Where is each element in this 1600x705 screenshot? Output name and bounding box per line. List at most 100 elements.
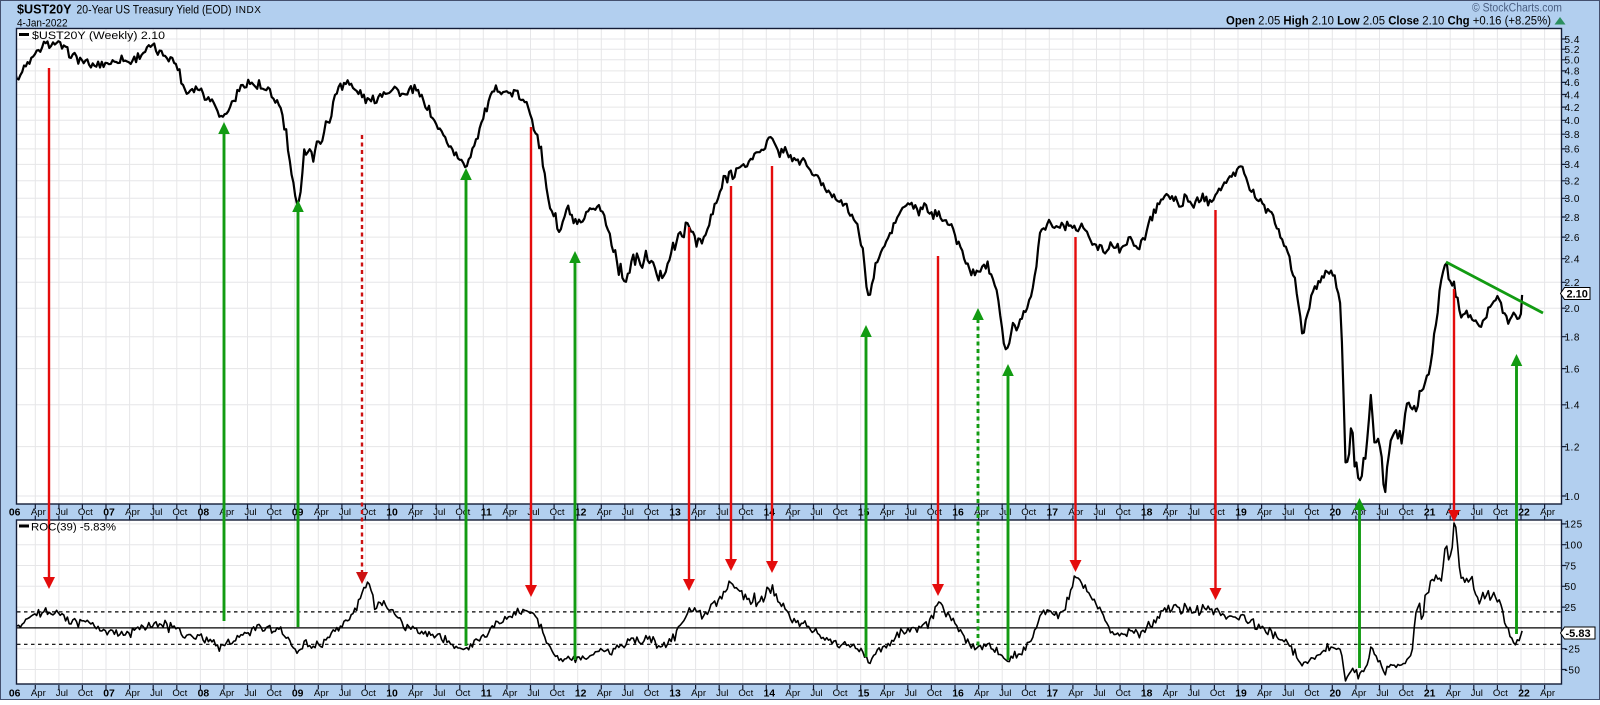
svg-text:Apr: Apr (31, 507, 47, 518)
svg-text:Apr: Apr (31, 688, 47, 699)
svg-text:Apr: Apr (125, 688, 141, 699)
svg-text:11: 11 (481, 688, 492, 699)
svg-text:Oct: Oct (1116, 507, 1131, 518)
svg-text:3.0: 3.0 (1565, 194, 1580, 205)
svg-text:Jul: Jul (339, 507, 351, 518)
svg-text:Oct: Oct (833, 688, 848, 699)
svg-text:-5.83: -5.83 (1566, 628, 1591, 640)
svg-text:4.2: 4.2 (1565, 103, 1580, 114)
svg-text:20: 20 (1330, 688, 1342, 699)
svg-text:Oct: Oct (1493, 507, 1508, 518)
svg-text:Jul: Jul (810, 688, 822, 699)
svg-text:10: 10 (386, 688, 398, 699)
svg-text:1.0: 1.0 (1565, 492, 1580, 503)
svg-text:Oct: Oct (927, 688, 942, 699)
svg-text:1.6: 1.6 (1565, 364, 1580, 375)
svg-text:Apr: Apr (1068, 688, 1084, 699)
svg-text:20: 20 (1330, 507, 1342, 518)
svg-text:25: 25 (1565, 603, 1577, 614)
svg-text:Apr: Apr (125, 507, 141, 518)
svg-text:-50: -50 (1565, 665, 1581, 676)
svg-text:3.6: 3.6 (1565, 145, 1580, 156)
svg-text:3.2: 3.2 (1565, 177, 1580, 188)
svg-text:Oct: Oct (1210, 688, 1225, 699)
svg-text:Jul: Jul (433, 688, 445, 699)
svg-text:2.8: 2.8 (1565, 213, 1580, 224)
svg-text:Jul: Jul (1093, 507, 1105, 518)
svg-text:Jul: Jul (716, 688, 728, 699)
svg-text:08: 08 (198, 507, 210, 518)
svg-text:Jul: Jul (527, 507, 539, 518)
svg-text:4-Jan-2022: 4-Jan-2022 (17, 17, 68, 29)
svg-text:14: 14 (764, 507, 776, 518)
svg-text:Apr: Apr (1540, 507, 1556, 518)
svg-text:2.10: 2.10 (1567, 289, 1588, 301)
svg-text:Oct: Oct (1304, 688, 1319, 699)
svg-text:Open 2.05 High 2.10 Low 2.05 C: Open 2.05 High 2.10 Low 2.05 Close 2.10 … (1226, 14, 1551, 28)
svg-text:ROC(39) -5.83%: ROC(39) -5.83% (31, 521, 116, 533)
svg-text:INDX: INDX (236, 5, 262, 16)
svg-text:3.4: 3.4 (1565, 160, 1580, 171)
svg-text:Jul: Jul (1282, 688, 1294, 699)
svg-text:Oct: Oct (1304, 507, 1319, 518)
svg-text:Jul: Jul (56, 507, 68, 518)
svg-text:Oct: Oct (550, 688, 565, 699)
svg-text:Oct: Oct (78, 688, 93, 699)
svg-text:Apr: Apr (785, 688, 801, 699)
svg-text:21: 21 (1424, 688, 1436, 699)
svg-text:© StockCharts.com: © StockCharts.com (1472, 3, 1562, 15)
svg-text:75: 75 (1565, 561, 1577, 572)
svg-text:Apr: Apr (1351, 688, 1367, 699)
svg-text:2.6: 2.6 (1565, 233, 1580, 244)
svg-text:Jul: Jul (1093, 688, 1105, 699)
svg-text:Jul: Jul (1471, 507, 1483, 518)
svg-text:Oct: Oct (927, 507, 942, 518)
svg-text:125: 125 (1565, 520, 1583, 531)
svg-text:Jul: Jul (244, 507, 256, 518)
svg-text:06: 06 (9, 507, 21, 518)
svg-text:Apr: Apr (502, 688, 518, 699)
svg-text:Jul: Jul (622, 507, 634, 518)
svg-text:Oct: Oct (78, 507, 93, 518)
svg-text:06: 06 (9, 688, 21, 699)
svg-text:-25: -25 (1565, 645, 1581, 656)
svg-text:Apr: Apr (691, 507, 707, 518)
svg-text:Oct: Oct (1493, 688, 1508, 699)
svg-text:10: 10 (386, 507, 398, 518)
svg-text:16: 16 (952, 688, 964, 699)
svg-text:Apr: Apr (880, 688, 896, 699)
svg-text:Oct: Oct (644, 507, 659, 518)
svg-text:19: 19 (1235, 507, 1247, 518)
svg-text:Oct: Oct (455, 688, 470, 699)
svg-text:4.8: 4.8 (1565, 67, 1580, 78)
svg-text:Jul: Jul (1376, 688, 1388, 699)
svg-text:15: 15 (858, 688, 870, 699)
svg-text:5.2: 5.2 (1565, 45, 1580, 56)
svg-text:Apr: Apr (1257, 688, 1273, 699)
svg-text:Apr: Apr (408, 507, 424, 518)
svg-text:Oct: Oct (833, 507, 848, 518)
svg-text:Oct: Oct (172, 688, 187, 699)
svg-text:18: 18 (1141, 507, 1153, 518)
svg-text:Oct: Oct (1021, 507, 1036, 518)
svg-text:5.4: 5.4 (1565, 35, 1580, 46)
svg-text:1.2: 1.2 (1565, 442, 1580, 453)
svg-text:2.0: 2.0 (1565, 304, 1580, 315)
svg-text:1.4: 1.4 (1565, 401, 1580, 412)
svg-text:Apr: Apr (1163, 688, 1179, 699)
svg-text:1.8: 1.8 (1565, 333, 1580, 344)
svg-text:Jul: Jul (1282, 507, 1294, 518)
svg-text:4.0: 4.0 (1565, 116, 1580, 127)
svg-text:Jul: Jul (905, 688, 917, 699)
svg-text:12: 12 (575, 688, 587, 699)
svg-text:Apr: Apr (597, 507, 613, 518)
svg-text:22: 22 (1518, 688, 1530, 699)
svg-text:Apr: Apr (974, 688, 990, 699)
svg-text:Apr: Apr (1540, 688, 1556, 699)
svg-text:Apr: Apr (408, 688, 424, 699)
svg-text:3.8: 3.8 (1565, 130, 1580, 141)
svg-text:Apr: Apr (314, 688, 330, 699)
svg-text:Jul: Jul (150, 688, 162, 699)
svg-text:Oct: Oct (1021, 688, 1036, 699)
svg-text:Apr: Apr (1163, 507, 1179, 518)
